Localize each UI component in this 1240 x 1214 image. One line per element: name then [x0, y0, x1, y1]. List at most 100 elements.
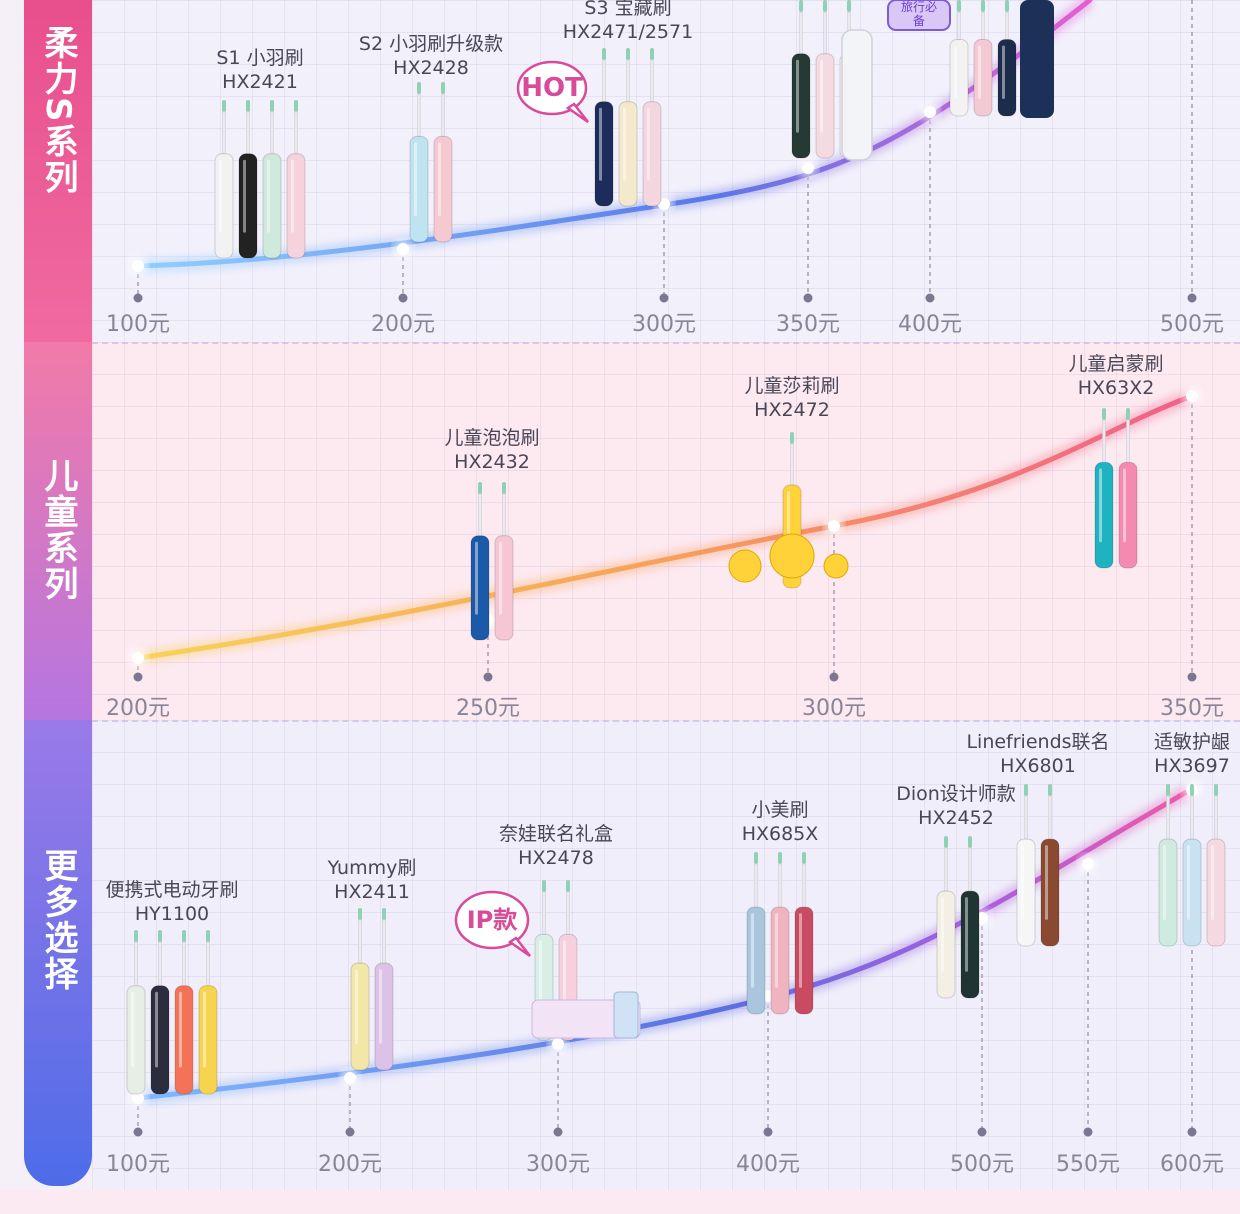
- toothbrush-handle: [949, 38, 969, 117]
- toothbrush-shine: [954, 45, 957, 100]
- price-tick-dot: [398, 293, 408, 303]
- toothbrush-handle: [198, 985, 218, 1095]
- toothbrush-handle: [262, 153, 282, 259]
- toothbrush-neck: [1102, 419, 1106, 463]
- toothbrush-neck: [1005, 11, 1009, 40]
- toothbrush-head: [358, 908, 362, 920]
- price-label: 200元: [106, 696, 170, 721]
- toothbrush-neck: [542, 891, 546, 935]
- toothbrush-neck: [478, 493, 482, 536]
- product-model: HX2428: [393, 57, 469, 79]
- toothbrush-head: [968, 836, 972, 848]
- toothbrush-neck: [1024, 795, 1028, 840]
- toothbrush-shine: [563, 940, 566, 1015]
- toothbrush-handle: [794, 906, 814, 1015]
- price-tick-dot: [133, 672, 143, 682]
- toothbrush-shine: [965, 897, 968, 972]
- toothbrush-head: [134, 930, 138, 942]
- duck-decoration: [728, 549, 762, 583]
- toothbrush-head: [566, 880, 570, 892]
- toothbrush-shine: [438, 142, 441, 217]
- toothbrush-handle: [214, 153, 234, 259]
- toothbrush-neck: [957, 11, 961, 40]
- toothbrush-neck: [134, 941, 138, 987]
- price-label: 100元: [106, 312, 170, 337]
- gift-box-card: [613, 991, 639, 1039]
- toothbrush-neck: [754, 863, 758, 908]
- toothbrush-head: [823, 0, 827, 12]
- toothbrush-head: [754, 852, 758, 864]
- toothbrush-head: [222, 100, 226, 112]
- toothbrush-shine: [1002, 45, 1005, 100]
- toothbrush-handle: [960, 890, 980, 999]
- toothbrush-neck: [1048, 795, 1052, 840]
- curve-node: [828, 520, 840, 532]
- curve-node: [397, 243, 409, 255]
- product-name: 小美刷: [751, 799, 809, 821]
- toothbrush-shine: [203, 991, 206, 1068]
- toothbrush-shine: [599, 107, 602, 181]
- toothbrush-shine: [647, 107, 650, 181]
- price-tick-dot: [553, 1127, 563, 1137]
- toothbrush-shine: [243, 159, 246, 233]
- toothbrush-head: [944, 836, 948, 848]
- section-divider: [92, 720, 1240, 722]
- toothbrush-handle: [973, 38, 993, 117]
- side-tab-soft-s[interactable]: [24, 0, 92, 342]
- product-name: S3 宝藏刷: [584, 0, 672, 19]
- product-model: HX2452: [918, 807, 994, 829]
- toothbrush-neck: [799, 11, 803, 54]
- product-name: 儿童莎莉刷: [744, 375, 840, 397]
- toothbrush-shine: [291, 159, 294, 233]
- toothbrush-neck: [206, 941, 210, 987]
- price-tick-dot: [803, 293, 813, 303]
- travel-badge-text: 旅行必备: [900, 0, 937, 28]
- toothbrush-handle: [286, 153, 306, 259]
- toothbrush-head: [602, 48, 606, 60]
- toothbrush-shine: [1123, 468, 1126, 543]
- price-label: 500元: [950, 1152, 1014, 1177]
- toothbrush-head: [270, 100, 274, 112]
- travel-case: [841, 29, 873, 161]
- price-label: 200元: [371, 312, 435, 337]
- toothbrush-head: [799, 0, 803, 12]
- toothbrush-shine: [355, 969, 358, 1044]
- toothbrush-head: [542, 880, 546, 892]
- toothbrush-neck: [1190, 795, 1194, 840]
- travel-badge-shape: [887, 0, 951, 31]
- bottom-strip: [0, 1190, 1240, 1214]
- product-model: HX3697: [1154, 755, 1230, 777]
- product-name: 适敏护龈: [1153, 731, 1231, 753]
- toothbrush-shine: [267, 159, 270, 233]
- toothbrush-head: [417, 82, 421, 94]
- toothbrush-neck: [602, 59, 606, 102]
- toothbrush-neck: [823, 11, 827, 54]
- toothbrush-neck: [968, 847, 972, 892]
- toothbrush-shine: [1163, 845, 1166, 920]
- price-label: 400元: [898, 312, 962, 337]
- curve-node: [658, 198, 670, 210]
- toothbrush-shine: [219, 159, 222, 233]
- side-tab-more[interactable]: [24, 720, 92, 1186]
- side-tab-kids[interactable]: [24, 342, 92, 720]
- toothbrush-handle: [1016, 838, 1036, 947]
- hot-badge-text: HOT: [521, 73, 583, 103]
- price-label: 100元: [106, 1152, 170, 1177]
- price-tick-dot: [1187, 1127, 1197, 1137]
- toothbrush-handle: [1040, 838, 1060, 947]
- toothbrush-head: [626, 48, 630, 60]
- toothbrush-neck: [294, 111, 298, 154]
- toothbrush-shine: [1099, 468, 1102, 543]
- product-model: HY1100: [134, 903, 210, 925]
- side-title-more: 更多选择: [38, 848, 78, 992]
- toothbrush-handle: [350, 962, 370, 1071]
- toothbrush-head: [778, 852, 782, 864]
- curve-node: [924, 106, 936, 118]
- toothbrush-handle: [642, 101, 662, 207]
- charger-case: [1020, 0, 1054, 118]
- toothbrush-shine: [775, 913, 778, 988]
- price-label: 500元: [1160, 312, 1224, 337]
- price-label: 350元: [1160, 696, 1224, 721]
- toothbrush-neck: [626, 59, 630, 102]
- price-tick-dot: [133, 293, 143, 303]
